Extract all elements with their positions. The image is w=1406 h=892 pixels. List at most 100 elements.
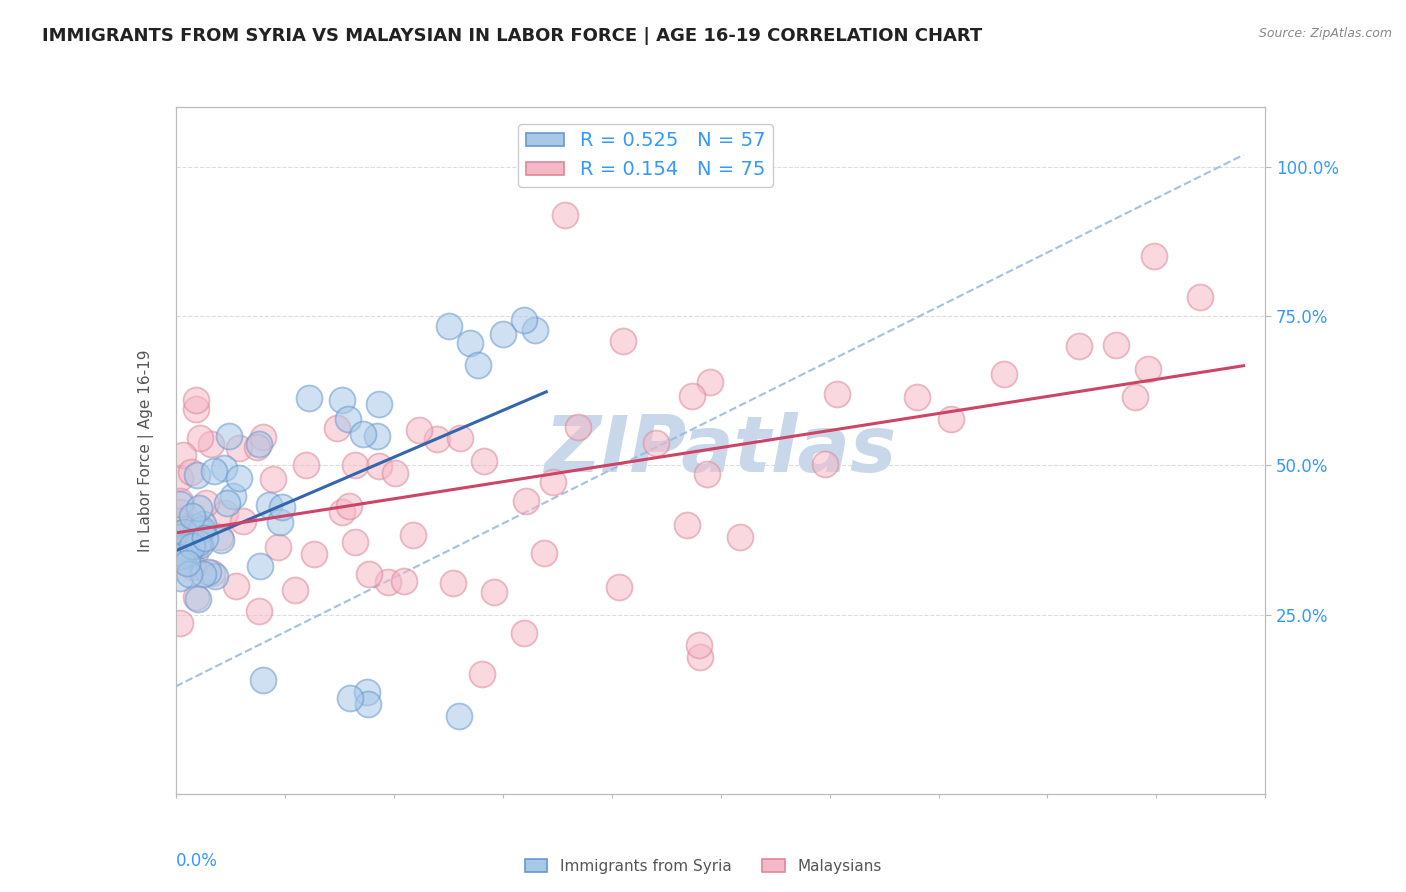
Point [368, 397, 391, 411]
Point [249, 558, 271, 573]
Point [247, 437, 270, 451]
Point [169, 471, 191, 485]
Point [204, 569, 226, 583]
Point [184, 401, 207, 416]
Point [169, 530, 191, 544]
Point [467, 358, 489, 372]
Point [437, 318, 460, 333]
Point [515, 494, 537, 508]
Point [176, 548, 198, 562]
Point [1143, 249, 1166, 263]
Point [645, 435, 668, 450]
Point [513, 625, 536, 640]
Point [728, 530, 751, 544]
Point [173, 547, 195, 561]
Point [169, 571, 191, 585]
Point [699, 375, 721, 389]
Point [472, 454, 495, 468]
Point [269, 515, 291, 529]
Point [524, 323, 547, 337]
Point [339, 691, 361, 706]
Point [408, 424, 430, 438]
Point [441, 576, 464, 591]
Point [993, 367, 1015, 381]
Point [696, 467, 718, 481]
Point [449, 431, 471, 445]
Point [541, 475, 564, 489]
Point [330, 505, 353, 519]
Point [357, 698, 380, 712]
Point [392, 574, 415, 588]
Point [187, 536, 209, 550]
Point [252, 673, 274, 688]
Point [332, 392, 354, 407]
Text: Source: ZipAtlas.com: Source: ZipAtlas.com [1258, 27, 1392, 40]
Point [1105, 338, 1128, 352]
Point [181, 539, 204, 553]
Point [368, 459, 391, 474]
Point [214, 506, 236, 520]
Point [197, 565, 219, 579]
Point [169, 514, 191, 528]
Point [939, 412, 962, 426]
Point [492, 326, 515, 341]
Point [676, 518, 699, 533]
Point [228, 471, 250, 485]
Point [173, 541, 195, 555]
Point [184, 520, 207, 534]
Point [218, 429, 240, 443]
Point [284, 582, 307, 597]
Point [184, 590, 207, 604]
Point [1123, 391, 1146, 405]
Point [190, 522, 212, 536]
Point [194, 531, 217, 545]
Point [356, 685, 378, 699]
Point [271, 500, 294, 515]
Point [426, 432, 449, 446]
Point [176, 540, 198, 554]
Point [188, 538, 211, 552]
Point [814, 457, 837, 471]
Point [344, 535, 367, 549]
Y-axis label: In Labor Force | Age 16-19: In Labor Force | Age 16-19 [138, 349, 155, 552]
Point [215, 496, 238, 510]
Point [191, 516, 214, 531]
Point [257, 498, 280, 512]
Point [377, 574, 399, 589]
Point [352, 426, 374, 441]
Point [246, 440, 269, 454]
Point [366, 428, 388, 442]
Point [359, 566, 381, 581]
Point [232, 514, 254, 528]
Point [247, 604, 270, 618]
Point [200, 437, 222, 451]
Point [188, 501, 211, 516]
Point [302, 547, 325, 561]
Point [447, 709, 470, 723]
Point [180, 508, 202, 523]
Point [298, 392, 321, 406]
Point [825, 386, 848, 401]
Point [186, 468, 208, 483]
Point [402, 528, 425, 542]
Point [252, 430, 274, 444]
Point [201, 566, 224, 581]
Point [681, 389, 703, 403]
Point [262, 473, 284, 487]
Point [208, 530, 231, 544]
Point [212, 460, 235, 475]
Point [267, 540, 290, 554]
Point [554, 208, 576, 222]
Legend: R = 0.525   N = 57, R = 0.154   N = 75: R = 0.525 N = 57, R = 0.154 N = 75 [517, 124, 773, 187]
Point [172, 449, 194, 463]
Point [169, 497, 191, 511]
Point [181, 535, 204, 549]
Point [607, 580, 630, 594]
Point [193, 567, 215, 582]
Point [202, 464, 225, 478]
Point [513, 313, 536, 327]
Point [1189, 290, 1212, 304]
Point [169, 616, 191, 631]
Point [1136, 361, 1159, 376]
Point [169, 505, 191, 519]
